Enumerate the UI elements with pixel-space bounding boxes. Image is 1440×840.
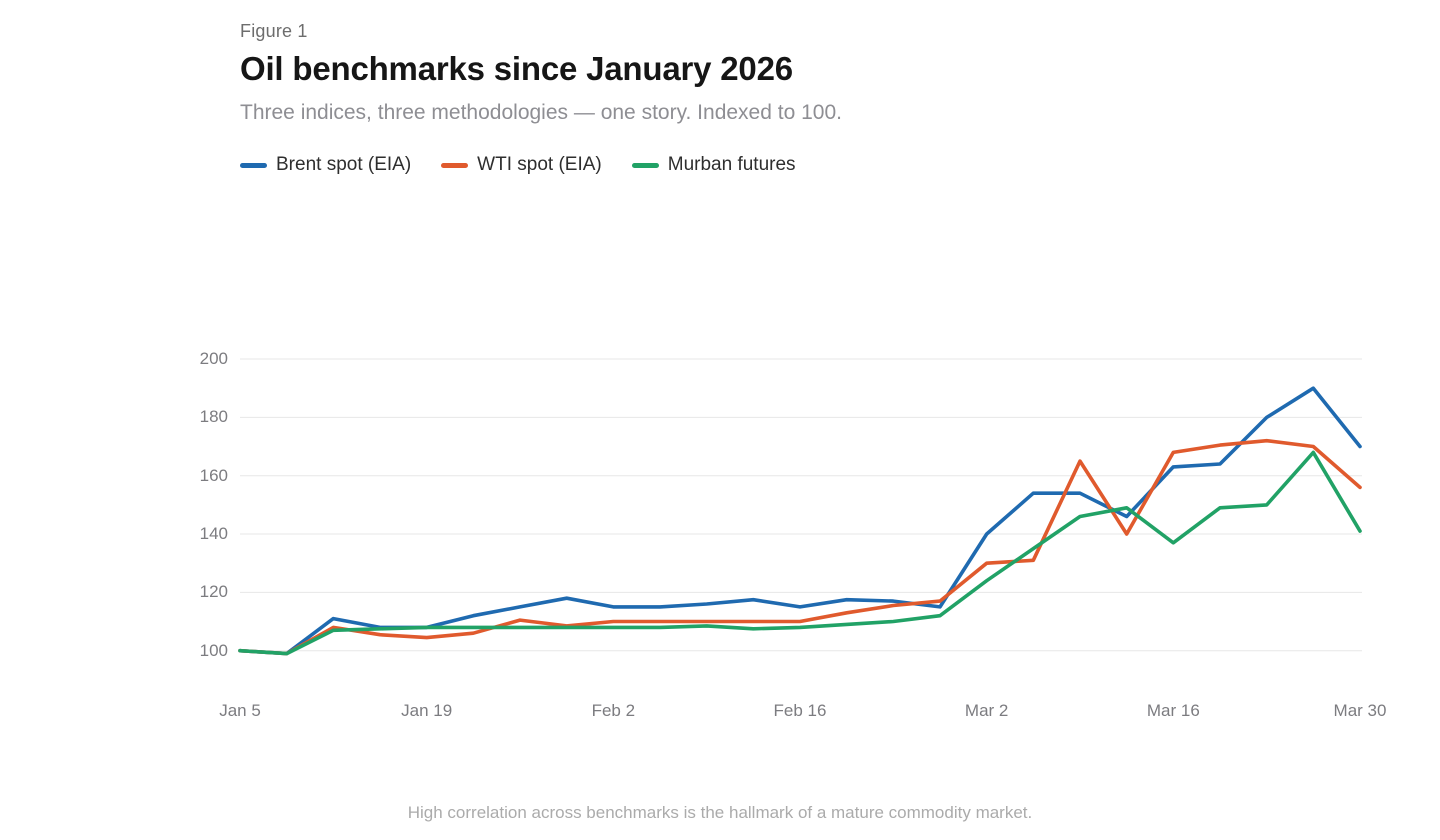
series-line-murban-futures [238, 450, 1362, 656]
x-tick-label-feb-2: Feb 2 [591, 701, 636, 720]
chart-subtitle: Three indices, three methodologies — one… [240, 101, 842, 124]
wti-spot-eia-swatch-icon [441, 162, 469, 168]
y-tick-label-160: 160 [199, 465, 228, 485]
y-tick-label-100: 100 [199, 640, 228, 660]
chart-legend: Brent spot (EIA) WTI spot (EIA) Murban fut… [240, 154, 796, 176]
legend-item-wti-spot-eia: WTI spot (EIA) [441, 154, 602, 176]
x-tick-label-jan-19: Jan 19 [401, 701, 453, 720]
y-tick-label-200: 200 [199, 349, 228, 369]
legend-label-wti-spot-eia: WTI spot (EIA) [477, 154, 602, 175]
murban-futures-swatch-icon [631, 162, 659, 168]
y-tick-label-120: 120 [199, 582, 228, 602]
legend-label-brent-spot-eia: Brent spot (EIA) [276, 154, 412, 175]
chart-footnote: High correlation across benchmarks is th… [407, 803, 1033, 822]
series-line-brent-spot-eia [238, 386, 1362, 656]
x-tick-label-mar-2: Mar 2 [964, 701, 1009, 720]
legend-label-murban-futures: Murban futures [667, 154, 796, 175]
chart-title: Oil benchmarks since January 2026 [240, 50, 793, 87]
figure-kicker: Figure 1 [240, 21, 308, 41]
x-tick-label-mar-30: Mar 30 [1333, 701, 1387, 720]
y-tick-label-140: 140 [199, 524, 228, 544]
brent-spot-eia-swatch-icon [240, 162, 267, 168]
x-tick-label-jan-5: Jan 5 [219, 701, 261, 720]
y-tick-label-180: 180 [199, 407, 228, 427]
legend-item-murban-futures: Murban futures [631, 154, 796, 176]
x-tick-label-feb-16: Feb 16 [773, 701, 827, 720]
series-line-wti-spot-eia [238, 438, 1362, 656]
x-tick-label-mar-16: Mar 16 [1146, 701, 1200, 720]
legend-item-brent-spot-eia: Brent spot (EIA) [240, 154, 411, 176]
